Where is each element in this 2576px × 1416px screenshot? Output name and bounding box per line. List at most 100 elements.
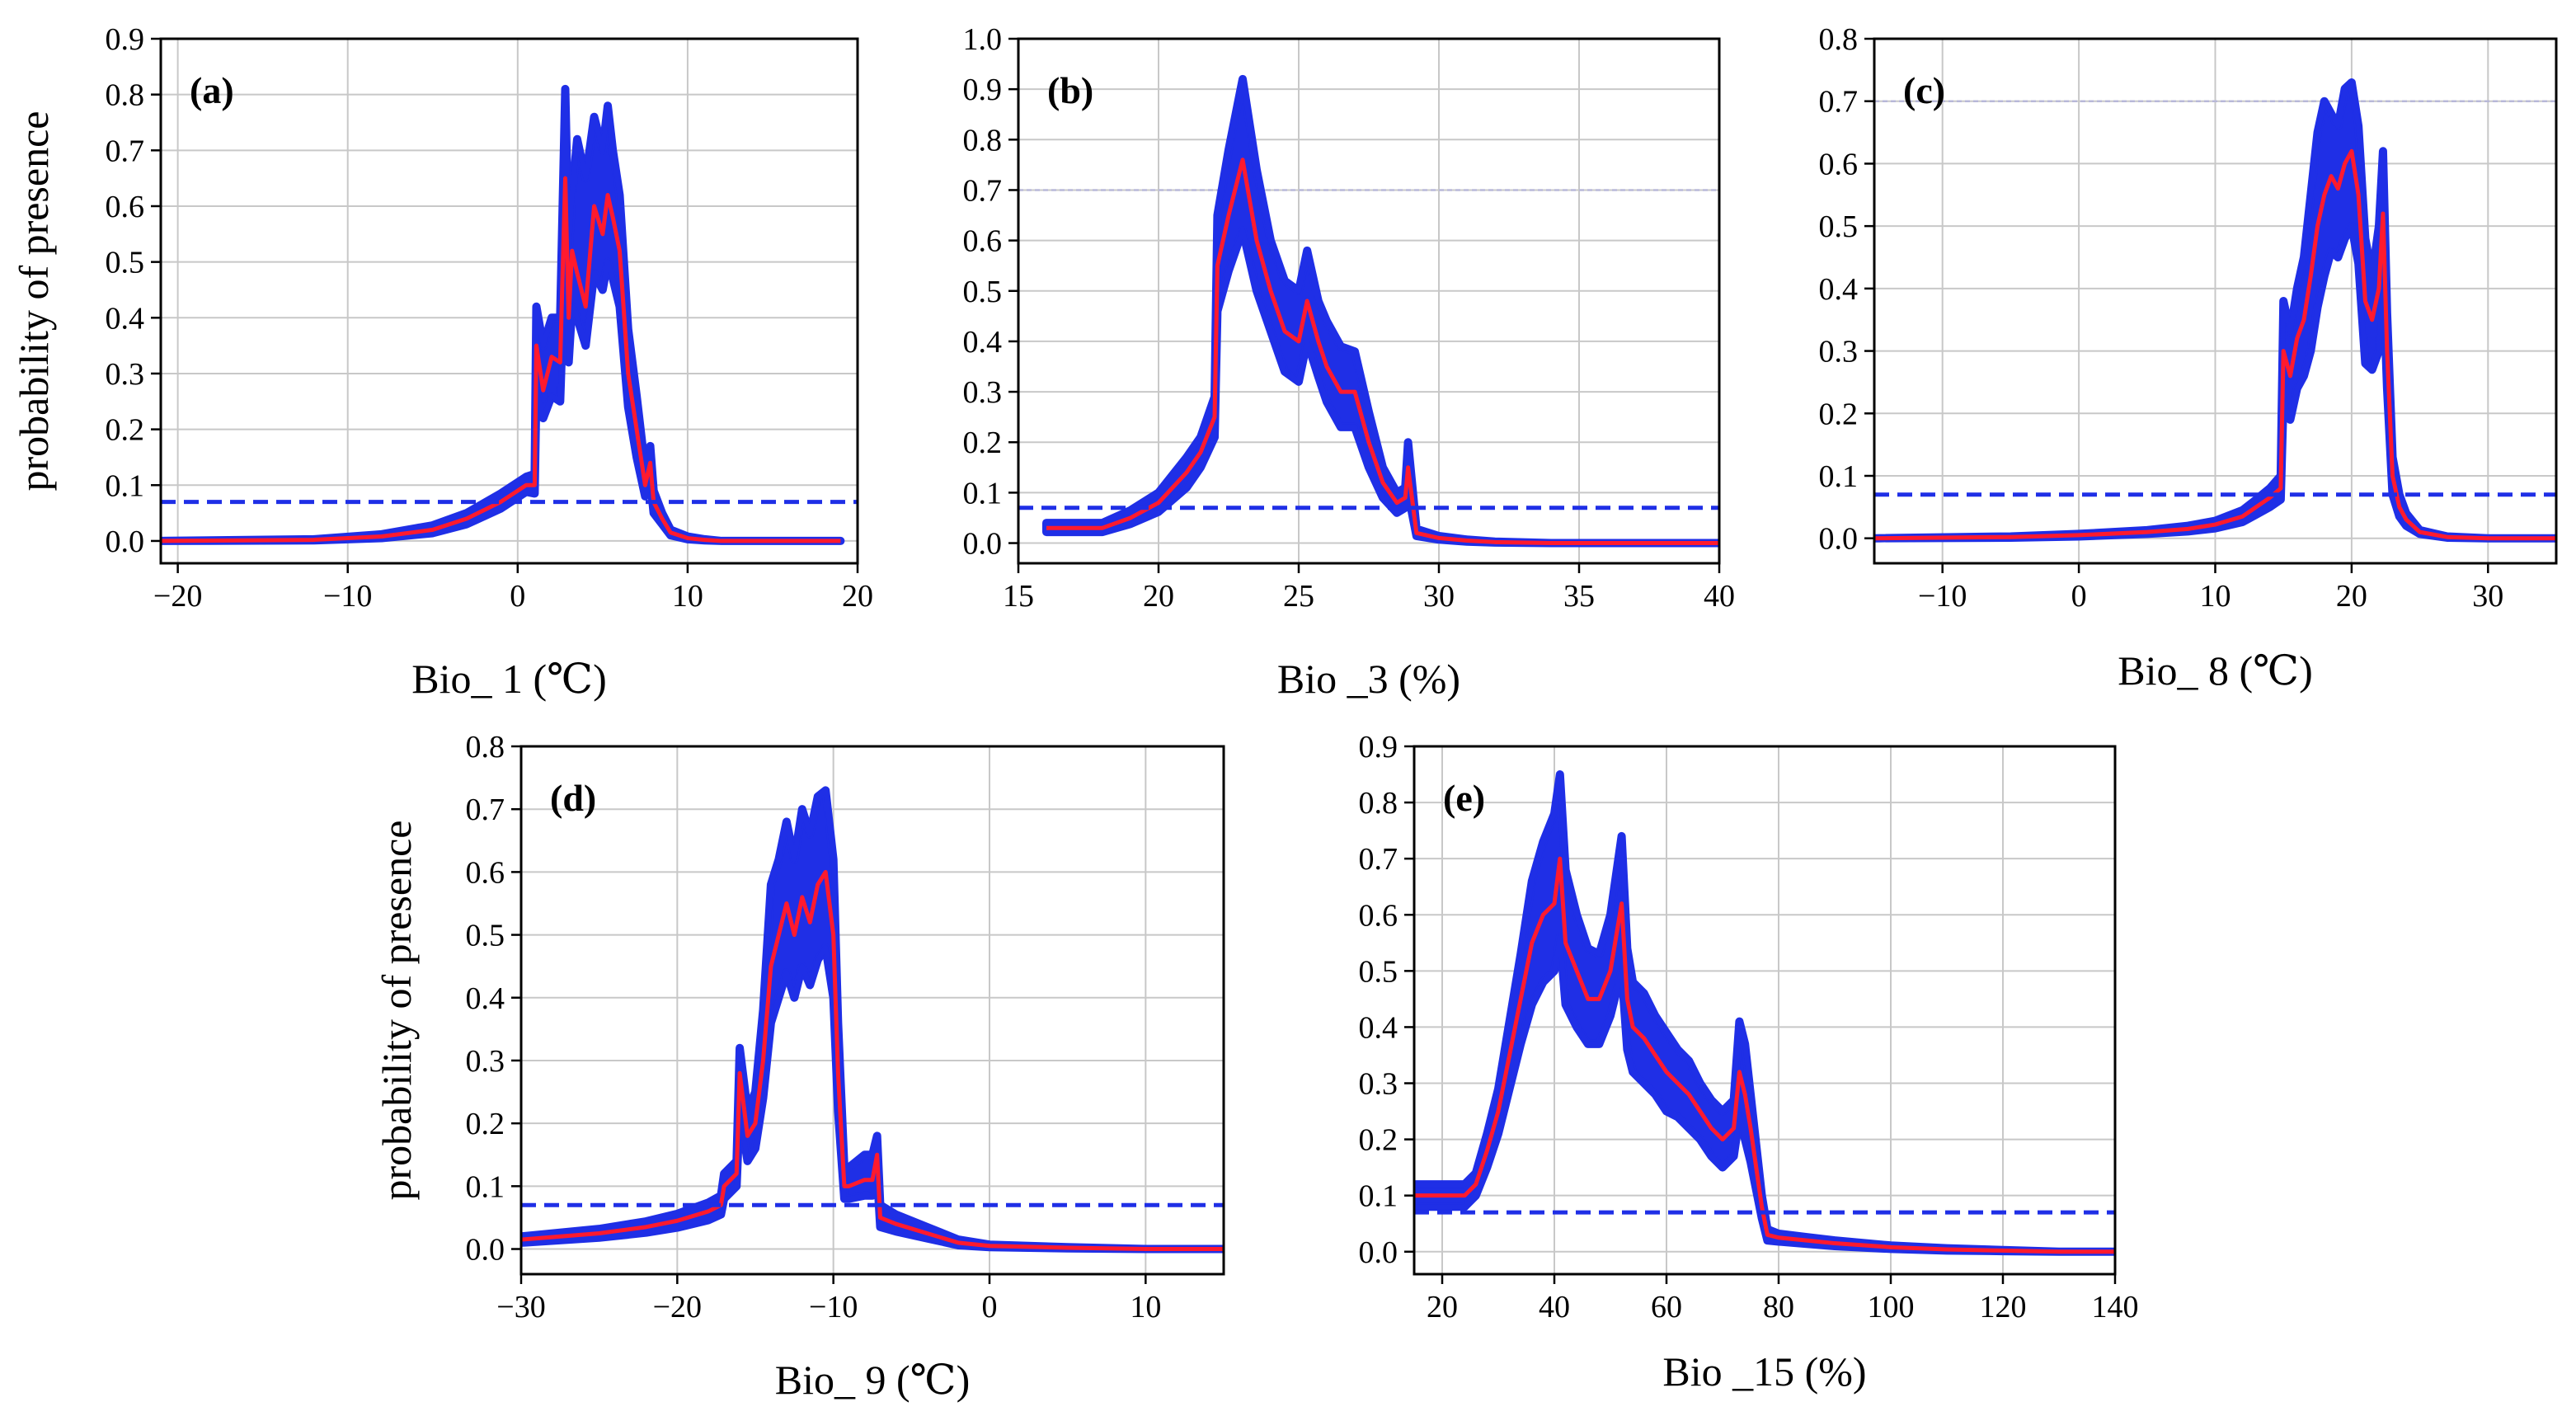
y-tick-label: 0.2 xyxy=(466,1107,505,1141)
series-band-b xyxy=(1042,74,1719,548)
x-tick-label: 80 xyxy=(1763,1290,1794,1324)
panel-a: −20 −10 0 10 20 0.0 0.1 0.2 0.3 0.4 0.5 0.6 0.7 0.8 0.… xyxy=(11,22,873,702)
y-tick-label: 0.0 xyxy=(1819,522,1859,557)
series-upper-c xyxy=(1874,80,2556,541)
y-tick-label: 0.4 xyxy=(963,325,1003,360)
y-tick-label: 0.1 xyxy=(963,476,1003,510)
x-tick-label: −20 xyxy=(653,1290,702,1324)
y-tick-label: 0.7 xyxy=(1359,842,1398,877)
panel-d: −30 −20 −10 0 10 0.0 0.1 0.2 0.3 0.4 0.5 0.6 0.7 0.8 (… xyxy=(374,730,1225,1403)
y-tick-label: 0.3 xyxy=(963,375,1003,410)
y-axis-title: probability of presence xyxy=(374,821,420,1201)
x-axis-title: Bio_ 8 (℃) xyxy=(2118,647,2312,694)
x-tick-label: −20 xyxy=(153,579,202,614)
x-tick-label: 20 xyxy=(842,579,873,614)
y-tick-label: 0.5 xyxy=(1819,209,1859,244)
y-tick-label: 0.2 xyxy=(1359,1123,1398,1158)
y-tick-label: 0.3 xyxy=(106,357,145,392)
y-tick-label: 0.8 xyxy=(106,78,145,113)
y-tick-label: 1.0 xyxy=(963,22,1003,57)
x-tick-label: 0 xyxy=(2071,579,2087,614)
x-tick-label: 15 xyxy=(1003,579,1034,614)
y-tick-label: 0.6 xyxy=(106,190,145,224)
x-tick-label: 30 xyxy=(2472,579,2503,614)
y-tick-label: 0.3 xyxy=(466,1044,505,1079)
y-tick-label: 0.8 xyxy=(466,730,505,764)
panel-c: −10 0 10 20 30 0.0 0.1 0.2 0.3 0.4 0.5 0.6 0.7 0.8 (c)… xyxy=(1819,22,2558,694)
y-tick-label: 0.4 xyxy=(466,981,505,1016)
panel-tag: (e) xyxy=(1443,777,1485,819)
x-tick-label: 30 xyxy=(1423,579,1455,614)
x-axis-title: Bio _3 (%) xyxy=(1277,656,1460,702)
panel-e: 20 40 60 80 100 120 140 0.0 0.1 0.2 0.3 0.4 0.5 0.6 0.… xyxy=(1359,730,2139,1395)
y-tick-label: 0.9 xyxy=(963,73,1003,107)
x-tick-label: 20 xyxy=(1143,579,1174,614)
x-tick-label: 10 xyxy=(672,579,703,614)
series-mean-e xyxy=(1414,856,2115,1254)
x-axis-title: Bio_ 9 (℃) xyxy=(775,1357,970,1403)
y-tick-label: 0.6 xyxy=(963,224,1003,259)
y-tick-label: 0.4 xyxy=(1359,1010,1398,1045)
y-tick-label: 0.6 xyxy=(466,855,505,890)
y-tick-label: 0.4 xyxy=(106,301,145,336)
x-tick-label: −10 xyxy=(323,579,372,614)
y-tick-label: 0.7 xyxy=(466,793,505,827)
x-tick-label: 40 xyxy=(1704,579,1735,614)
x-tick-label: −10 xyxy=(1918,579,1967,614)
series-mean-d xyxy=(521,869,1224,1252)
y-tick-label: 0.6 xyxy=(1359,898,1398,933)
panel-tag: (d) xyxy=(550,777,596,819)
x-tick-label: −30 xyxy=(496,1290,545,1324)
x-tick-label: −10 xyxy=(809,1290,858,1324)
y-axis-title: probability of presence xyxy=(11,111,57,492)
panel-tag: (a) xyxy=(190,69,234,111)
x-tick-label: 100 xyxy=(1868,1290,1915,1324)
y-tick-label: 0.3 xyxy=(1819,335,1859,369)
series-mean-b xyxy=(1046,158,1719,546)
x-axis-title: Bio_ 1 (℃) xyxy=(411,656,606,702)
y-tick-label: 0.7 xyxy=(1819,85,1859,120)
y-tick-label: 0.0 xyxy=(963,527,1003,562)
series-lower-c xyxy=(1874,223,2556,541)
x-tick-label: 40 xyxy=(1539,1290,1570,1324)
series-upper-d xyxy=(521,788,1224,1252)
x-tick-label: 60 xyxy=(1651,1290,1682,1324)
y-tick-label: 0.7 xyxy=(963,173,1003,208)
y-tick-label: 0.0 xyxy=(466,1233,505,1268)
x-tick-label: 25 xyxy=(1283,579,1314,614)
series-mean-c xyxy=(1874,148,2556,541)
x-tick-label: 10 xyxy=(1130,1290,1161,1324)
x-tick-label: 20 xyxy=(1427,1290,1458,1324)
plot-frame xyxy=(1413,745,2117,1276)
plot-frame xyxy=(159,37,859,565)
y-tick-label: 0.7 xyxy=(106,134,145,168)
y-tick-label: 0.1 xyxy=(1359,1179,1398,1214)
series-mean-a xyxy=(161,176,841,543)
panel-tag: (b) xyxy=(1047,69,1093,111)
y-tick-label: 0.3 xyxy=(1359,1067,1398,1102)
x-tick-label: 120 xyxy=(1980,1290,2027,1324)
plot-frame xyxy=(1017,37,1721,565)
y-tick-label: 0.5 xyxy=(1359,954,1398,989)
y-tick-label: 0.8 xyxy=(1819,22,1859,57)
series-upper-a xyxy=(161,86,841,543)
series-band-a xyxy=(161,84,845,545)
y-tick-label: 0.0 xyxy=(1359,1235,1398,1270)
y-tick-label: 0.1 xyxy=(1819,459,1859,494)
y-tick-label: 0.0 xyxy=(106,525,145,559)
series-upper-b xyxy=(1046,76,1719,546)
series-lower-e xyxy=(1414,934,2115,1254)
panel-b: 15 20 25 30 35 40 0.0 0.1 0.2 0.3 0.4 0.5 0.6 0.7 0.8 0… xyxy=(963,22,1736,702)
y-tick-label: 0.4 xyxy=(1819,272,1859,307)
y-tick-label: 0.6 xyxy=(1819,147,1859,181)
y-tick-label: 0.8 xyxy=(963,123,1003,158)
y-tick-label: 0.1 xyxy=(466,1169,505,1204)
x-axis-title: Bio _15 (%) xyxy=(1662,1348,1866,1395)
y-tick-label: 0.5 xyxy=(106,246,145,280)
y-tick-label: 0.9 xyxy=(1359,730,1398,764)
series-upper-e xyxy=(1414,772,2115,1254)
x-tick-label: 140 xyxy=(2092,1290,2139,1324)
x-tick-label: 10 xyxy=(2200,579,2231,614)
x-tick-label: 0 xyxy=(982,1290,998,1324)
